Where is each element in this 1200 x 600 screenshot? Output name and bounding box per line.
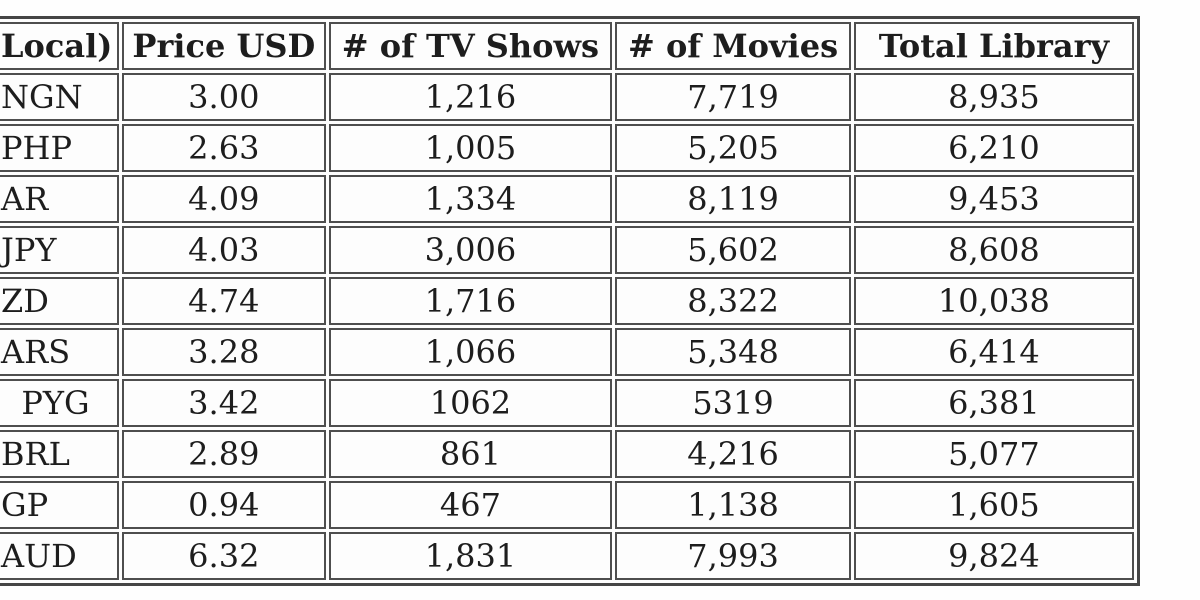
cell-movies-count: 5319	[615, 379, 851, 427]
cell-tv-shows-count: 861	[328, 430, 613, 478]
cell-price-usd: 6.32	[121, 532, 326, 580]
column-header-price-usd: Price USD	[121, 22, 326, 70]
cell-tv-shows-count: 1,005	[328, 124, 613, 172]
column-header-total-library: Total Library	[853, 22, 1134, 70]
cell-tv-shows-count: 1,334	[328, 175, 613, 223]
table-row: ARS 3.28 1,066 5,348 6,414	[0, 328, 1134, 376]
cell-price-usd: 3.42	[121, 379, 326, 427]
cell-tv-shows-count: 1062	[328, 379, 613, 427]
cell-price-usd: 2.89	[121, 430, 326, 478]
cell-movies-count: 5,205	[615, 124, 851, 172]
cell-local-currency: AR	[0, 175, 119, 223]
cell-movies-count: 5,348	[615, 328, 851, 376]
cell-total-library: 8,935	[853, 73, 1134, 121]
table-row: PHP 2.63 1,005 5,205 6,210	[0, 124, 1134, 172]
column-header-movies: # of Movies	[615, 22, 851, 70]
table-row: PYG 3.42 1062 5319 6,381	[0, 379, 1134, 427]
cell-price-usd: 4.74	[121, 277, 326, 325]
library-price-table: Local) Price USD # of TV Shows # of Movi…	[0, 16, 1140, 586]
table-row: NGN 3.00 1,216 7,719 8,935	[0, 73, 1134, 121]
cell-local-currency: NGN	[0, 73, 119, 121]
column-header-local-price: Local)	[0, 22, 119, 70]
cell-tv-shows-count: 1,716	[328, 277, 613, 325]
table-row: ZD 4.74 1,716 8,322 10,038	[0, 277, 1134, 325]
cell-local-currency: PYG	[0, 379, 119, 427]
table-row: JPY 4.03 3,006 5,602 8,608	[0, 226, 1134, 274]
cell-price-usd: 3.28	[121, 328, 326, 376]
cell-movies-count: 5,602	[615, 226, 851, 274]
cell-price-usd: 4.09	[121, 175, 326, 223]
cell-local-currency: PHP	[0, 124, 119, 172]
cell-price-usd: 4.03	[121, 226, 326, 274]
cell-tv-shows-count: 3,006	[328, 226, 613, 274]
cell-local-currency: AUD	[0, 532, 119, 580]
cell-local-currency: ARS	[0, 328, 119, 376]
cell-total-library: 6,210	[853, 124, 1134, 172]
cell-price-usd: 0.94	[121, 481, 326, 529]
cell-total-library: 6,414	[853, 328, 1134, 376]
cell-total-library: 8,608	[853, 226, 1134, 274]
table-row: GP 0.94 467 1,138 1,605	[0, 481, 1134, 529]
cell-tv-shows-count: 1,831	[328, 532, 613, 580]
cell-price-usd: 3.00	[121, 73, 326, 121]
cell-local-currency: GP	[0, 481, 119, 529]
cell-total-library: 10,038	[853, 277, 1134, 325]
cell-tv-shows-count: 1,066	[328, 328, 613, 376]
cell-movies-count: 1,138	[615, 481, 851, 529]
cell-local-currency: JPY	[0, 226, 119, 274]
cell-tv-shows-count: 467	[328, 481, 613, 529]
cell-total-library: 6,381	[853, 379, 1134, 427]
cell-price-usd: 2.63	[121, 124, 326, 172]
column-header-tv-shows: # of TV Shows	[328, 22, 613, 70]
cell-movies-count: 4,216	[615, 430, 851, 478]
table-row: BRL 2.89 861 4,216 5,077	[0, 430, 1134, 478]
cell-movies-count: 8,322	[615, 277, 851, 325]
table-row: AUD 6.32 1,831 7,993 9,824	[0, 532, 1134, 580]
cell-local-currency: ZD	[0, 277, 119, 325]
cell-movies-count: 8,119	[615, 175, 851, 223]
cell-total-library: 9,824	[853, 532, 1134, 580]
cell-tv-shows-count: 1,216	[328, 73, 613, 121]
header-row: Local) Price USD # of TV Shows # of Movi…	[0, 22, 1134, 70]
cell-total-library: 5,077	[853, 430, 1134, 478]
cell-movies-count: 7,993	[615, 532, 851, 580]
cell-total-library: 1,605	[853, 481, 1134, 529]
cell-local-currency: BRL	[0, 430, 119, 478]
table-row: AR 4.09 1,334 8,119 9,453	[0, 175, 1134, 223]
cell-total-library: 9,453	[853, 175, 1134, 223]
cell-movies-count: 7,719	[615, 73, 851, 121]
